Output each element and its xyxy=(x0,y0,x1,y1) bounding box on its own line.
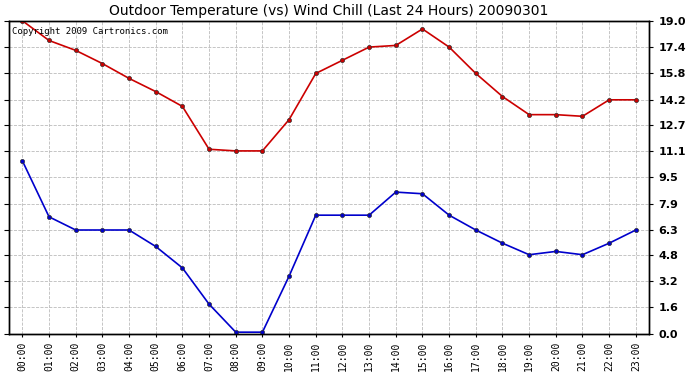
Title: Outdoor Temperature (vs) Wind Chill (Last 24 Hours) 20090301: Outdoor Temperature (vs) Wind Chill (Las… xyxy=(110,4,549,18)
Text: Copyright 2009 Cartronics.com: Copyright 2009 Cartronics.com xyxy=(12,27,168,36)
